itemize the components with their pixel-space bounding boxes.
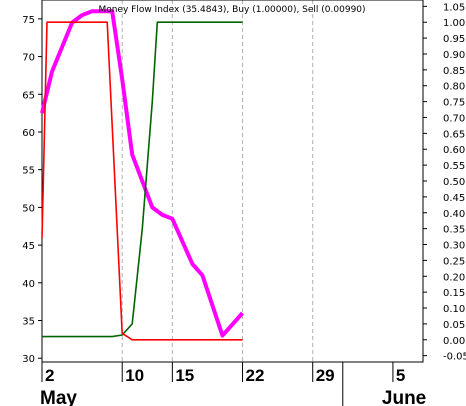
right-tick-label: 0.80 — [443, 82, 465, 93]
x-tick-label: 10 — [125, 366, 144, 385]
right-tick-label: 0.55 — [443, 161, 465, 172]
left-tick-label: 30 — [22, 354, 35, 365]
right-tick-label: 0.70 — [443, 113, 465, 124]
right-tick-label: 0.60 — [443, 145, 465, 156]
x-axis: 2 10 15 22 29 5 May June — [40, 362, 426, 406]
grid-lines — [121, 0, 314, 362]
x-tick-label: 29 — [316, 366, 335, 385]
right-tick-label: 0.30 — [443, 241, 465, 252]
left-tick-label: 60 — [22, 128, 35, 139]
left-tick-label: 70 — [22, 53, 35, 64]
right-tick-label: -0.05 — [443, 352, 466, 363]
right-tick-label: 0.75 — [443, 98, 465, 109]
left-tick-label: 45 — [22, 241, 35, 252]
right-tick-label: 0.00 — [443, 336, 465, 347]
x-tick-label: 22 — [246, 366, 265, 385]
right-tick-label: 1.00 — [443, 18, 465, 29]
right-tick-label: 0.35 — [443, 225, 465, 236]
series-line-mfi — [40, 9, 244, 338]
left-tick-label: 40 — [22, 279, 35, 290]
right-tick-label: 0.15 — [443, 288, 465, 299]
left-tick-label: 55 — [22, 166, 35, 177]
month-label: May — [40, 388, 77, 406]
right-tick-label: 0.50 — [443, 177, 465, 188]
right-tick-label: 0.90 — [443, 50, 465, 61]
right-tick-label: 1.05 — [443, 2, 465, 13]
right-tick-label: 0.45 — [443, 193, 465, 204]
right-tick-label: 0.95 — [443, 34, 465, 45]
left-tick-label: 50 — [22, 203, 35, 214]
x-tick-label: 2 — [45, 366, 54, 385]
left-axis: 30 35 40 45 50 55 60 65 70 75 — [22, 15, 42, 365]
right-tick-label: 0.40 — [443, 209, 465, 220]
right-tick-label: 0.05 — [443, 320, 465, 331]
left-tick-label: 65 — [22, 90, 35, 101]
right-tick-label: 0.20 — [443, 272, 465, 283]
left-tick-label: 75 — [22, 15, 35, 26]
right-tick-label: 0.25 — [443, 256, 465, 267]
series-line-sell — [41, 21, 243, 341]
plot-frame — [41, 0, 424, 363]
right-axis: -0.05 0.00 0.05 0.10 0.15 0.20 0.25 0.30 0.35 0.4… — [423, 2, 466, 363]
month-label: June — [382, 388, 426, 406]
series-layer — [40, 9, 244, 341]
right-tick-label: 0.10 — [443, 304, 465, 315]
left-tick-label: 35 — [22, 317, 35, 328]
chart-title: Money Flow Index (35.4843), Buy (1.00000… — [98, 5, 365, 15]
series-line-buy — [42, 21, 243, 338]
x-tick-label: 15 — [175, 366, 194, 385]
x-tick-label: 5 — [396, 366, 405, 385]
right-tick-label: 0.85 — [443, 66, 465, 77]
right-tick-label: 0.65 — [443, 129, 465, 140]
